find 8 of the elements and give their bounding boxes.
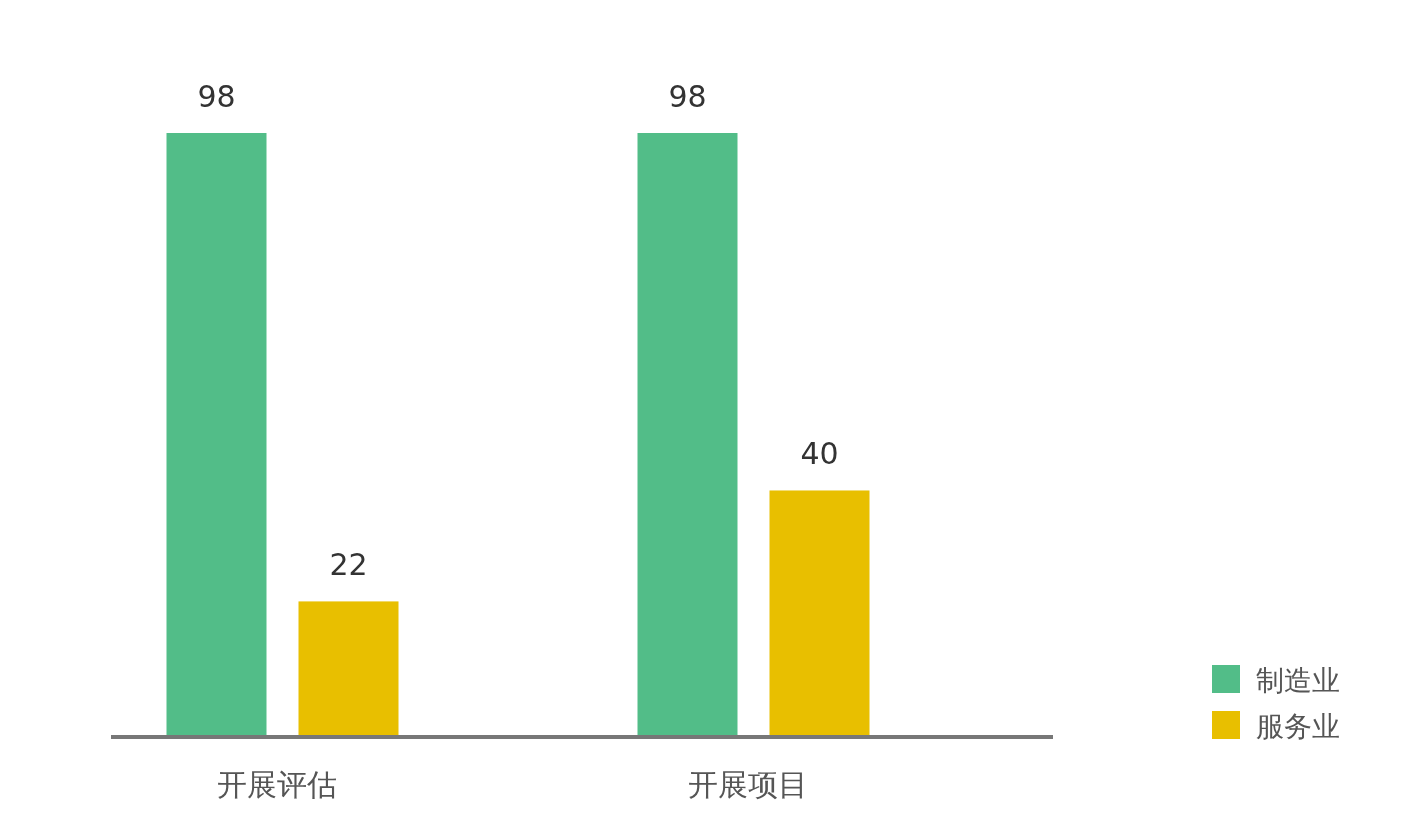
legend-label: 服务业: [1256, 710, 1340, 743]
data-label: 98: [668, 79, 707, 114]
data-label: 98: [197, 79, 236, 114]
legend-label: 制造业: [1256, 664, 1340, 697]
x-tick-label: 开展项目: [687, 767, 808, 802]
data-label: 22: [329, 547, 368, 583]
x-tick-label: 开展评估: [216, 767, 337, 802]
data-label: 40: [800, 436, 839, 472]
